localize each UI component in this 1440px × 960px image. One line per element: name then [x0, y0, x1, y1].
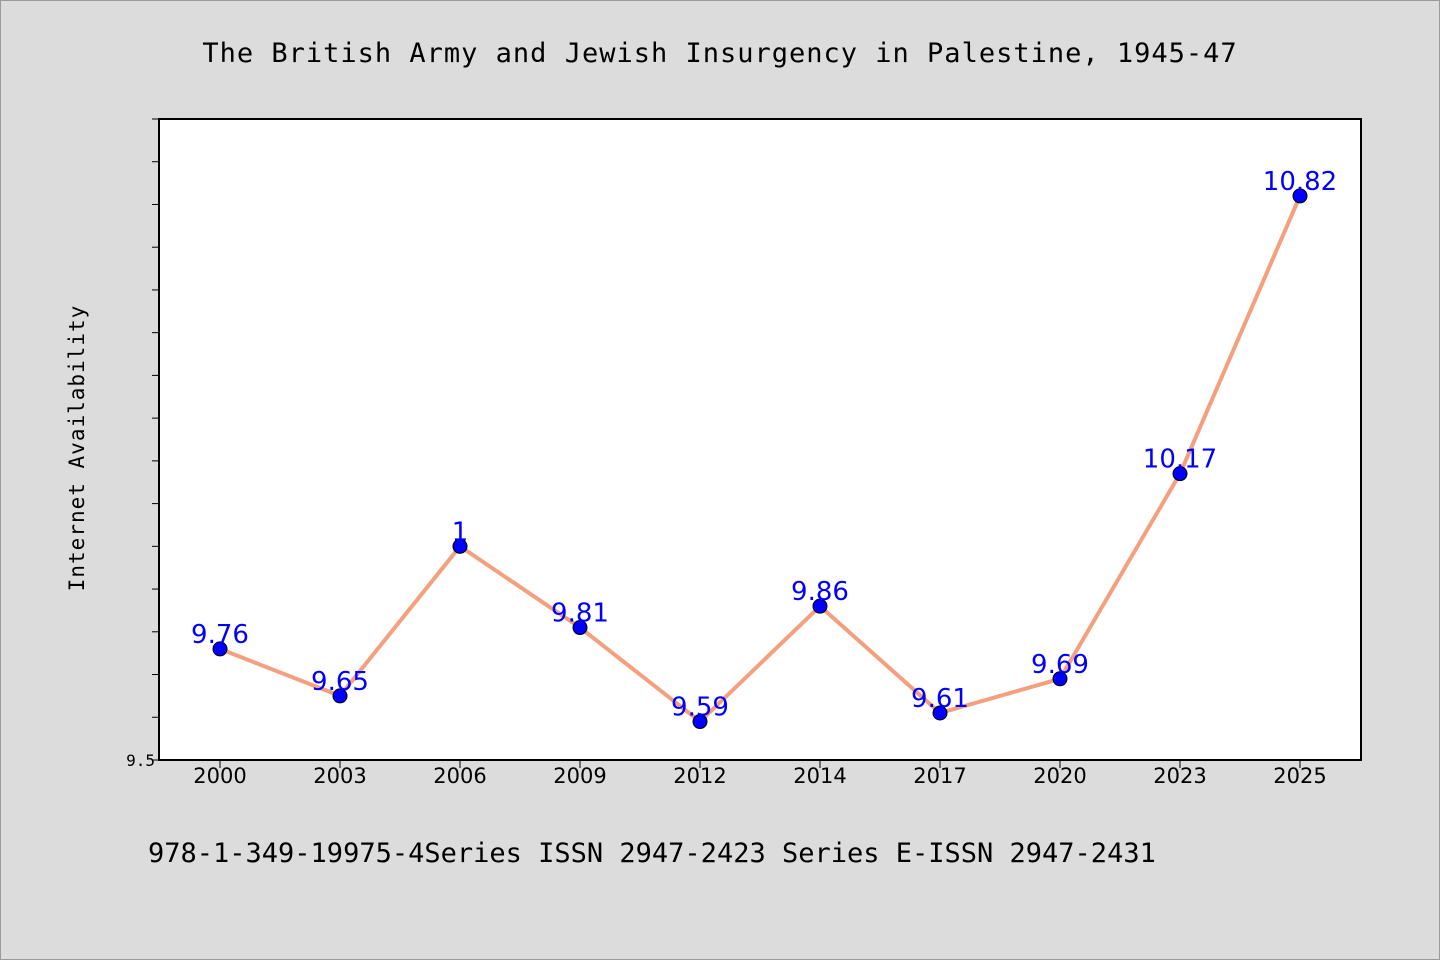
data-label: 9.59	[671, 693, 729, 723]
x-tick-label: 2025	[1273, 764, 1326, 788]
chart-title: The British Army and Jewish Insurgency i…	[202, 38, 1237, 69]
x-tick-label: 2023	[1153, 764, 1206, 788]
data-point	[812, 598, 828, 614]
plot-area	[158, 118, 1362, 761]
x-tick-label: 2000	[193, 764, 246, 788]
x-tick-label: 2003	[313, 764, 366, 788]
data-point	[572, 620, 588, 636]
x-tick-label: 2014	[793, 764, 846, 788]
data-label: 10.17	[1143, 445, 1217, 475]
data-label: 9.81	[551, 599, 609, 629]
x-tick-label: 2017	[913, 764, 966, 788]
data-label: 1	[452, 517, 469, 547]
data-label: 9.61	[911, 684, 969, 714]
data-label: 9.86	[791, 577, 849, 607]
data-markers	[212, 188, 1308, 730]
x-tick-label: 2009	[553, 764, 606, 788]
x-tick-label: 2006	[433, 764, 486, 788]
data-point	[452, 538, 468, 554]
data-point	[1052, 671, 1068, 687]
data-point	[212, 641, 228, 657]
data-label: 9.69	[1031, 650, 1089, 680]
data-label: 10.82	[1263, 167, 1337, 197]
data-point	[1292, 188, 1308, 204]
data-labels: 9.76 9.65 1 9.81 9.59 9.86 9.61 9.69 10.17 10.82	[191, 167, 1337, 723]
data-point	[332, 688, 348, 704]
footer-isbn-text: 978-1-349-19975-4Series ISSN 2947-2423 S…	[148, 838, 1156, 869]
data-point	[692, 714, 708, 730]
x-axis-ticks: 2000 2003 2006 2009 2012 2014 2017 2020 2023 2025	[193, 760, 1327, 788]
data-point	[1172, 466, 1188, 482]
y-tick-label: 9.5	[126, 751, 155, 770]
series-lines	[218, 193, 1302, 724]
y-axis-ticks: 9.5	[126, 118, 159, 770]
data-label: 9.65	[311, 667, 369, 697]
x-tick-label: 2012	[673, 764, 726, 788]
data-label: 9.76	[191, 620, 249, 650]
y-axis-label: Internet Availability	[65, 305, 89, 592]
series-line	[218, 193, 1302, 724]
x-tick-label: 2020	[1033, 764, 1086, 788]
data-point	[932, 705, 948, 721]
